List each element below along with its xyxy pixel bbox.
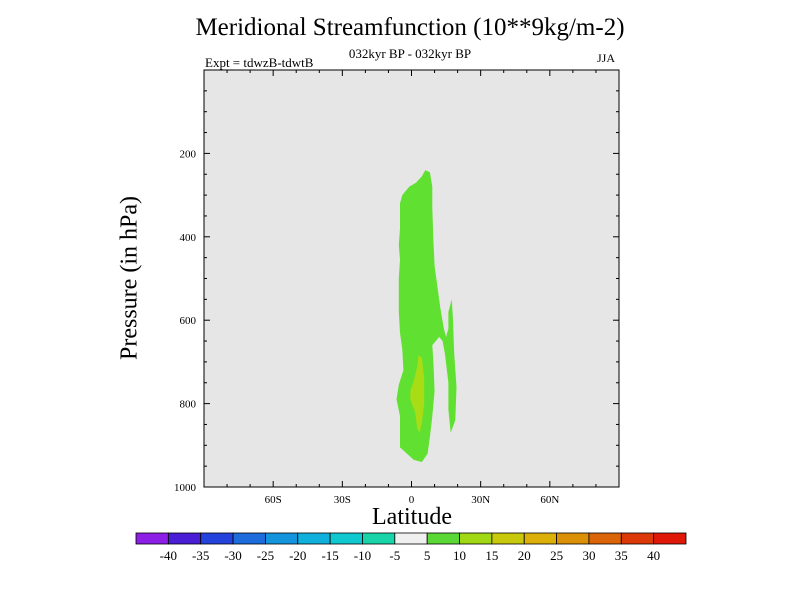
colorbar-label: 15	[485, 548, 498, 563]
colorbar-label: 20	[518, 548, 531, 563]
colorbar-swatch	[394, 532, 428, 545]
colorbar-label: -10	[354, 548, 371, 563]
y-tick-label: 200	[180, 148, 197, 160]
colorbar-label: -30	[224, 548, 241, 563]
y-tick-label: 1000	[174, 482, 197, 494]
colorbar-label: 5	[424, 548, 431, 563]
y-tick-label: 800	[180, 399, 197, 411]
colorbar-swatch	[426, 532, 460, 545]
colorbar-swatch	[653, 532, 687, 545]
colorbar-label: -35	[192, 548, 209, 563]
colorbar-label: 35	[615, 548, 628, 563]
x-tick-label: 30S	[334, 494, 351, 506]
colorbar-swatch	[232, 532, 266, 545]
x-axis-label: Latitude	[372, 504, 452, 530]
y-tick-label: 600	[180, 315, 197, 327]
colorbar-label: 40	[647, 548, 660, 563]
colorbar-label: -40	[160, 548, 177, 563]
colorbar-swatch	[167, 532, 202, 545]
colorbar-label: -25	[257, 548, 274, 563]
colorbar-swatch	[523, 532, 557, 545]
colorbar-swatch	[459, 532, 493, 545]
x-tick-label: 60S	[265, 494, 282, 506]
colorbar-swatch	[329, 532, 363, 545]
x-tick-label: 30N	[471, 494, 490, 506]
colorbar-swatch	[491, 532, 525, 545]
colorbar-label: -20	[289, 548, 306, 563]
colorbar-label: -15	[321, 548, 338, 563]
colorbar-label: 30	[582, 548, 595, 563]
chart-subtitle-left: Expt = tdwzB-tdwtB	[205, 55, 314, 70]
colorbar-swatch	[362, 532, 396, 545]
colorbar-label: 25	[550, 548, 563, 563]
x-tick-label: 0	[409, 494, 415, 506]
chart-subtitle-right: JJA	[597, 51, 616, 65]
contour-region-2	[410, 355, 425, 433]
chart-title: Meridional Streamfunction (10**9kg/m-2)	[195, 14, 625, 41]
y-tick-label: 400	[180, 232, 197, 244]
colorbar-label: 10	[453, 548, 466, 563]
chart-subtitle-center: 032kyr BP - 032kyr BP	[348, 46, 472, 61]
colorbar-swatch	[265, 532, 299, 545]
colorbar-label: -5	[389, 548, 400, 563]
colorbar-swatch	[620, 532, 655, 545]
colorbar-swatch	[200, 532, 234, 545]
x-tick-label: 60N	[540, 494, 559, 506]
colorbar-swatch	[135, 532, 169, 545]
colorbar-swatch	[588, 532, 622, 545]
colorbar-swatch	[297, 532, 331, 545]
colorbar-swatch	[556, 532, 590, 545]
